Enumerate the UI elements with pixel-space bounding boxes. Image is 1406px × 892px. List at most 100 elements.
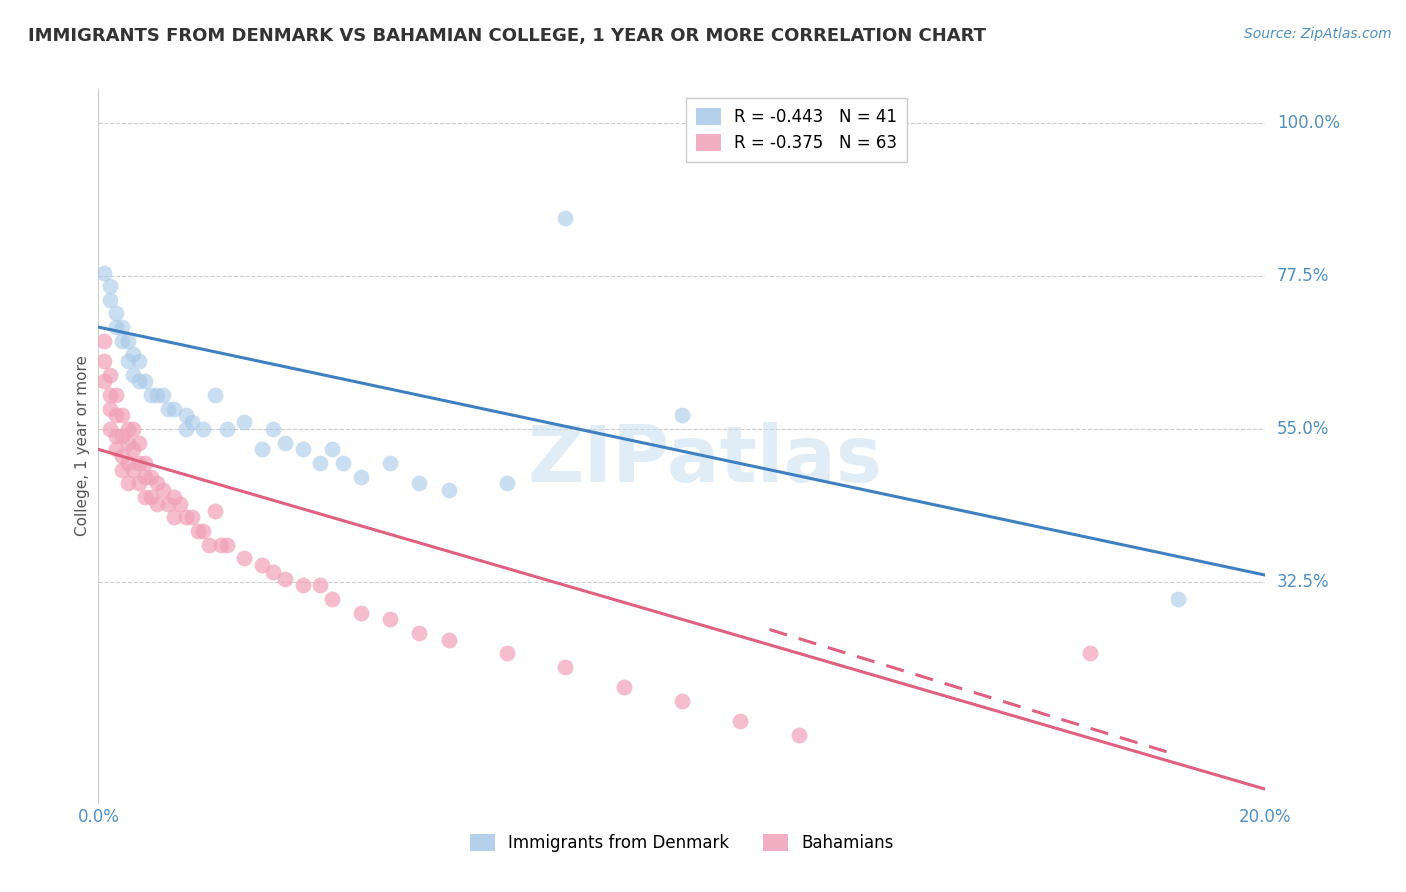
- Point: [291, 442, 314, 457]
- Point: [122, 463, 145, 477]
- Point: [408, 476, 430, 491]
- Point: [157, 497, 180, 511]
- Point: [98, 279, 121, 293]
- Point: [437, 632, 460, 647]
- Point: [111, 463, 134, 477]
- Point: [117, 334, 139, 348]
- Point: [104, 320, 127, 334]
- Point: [128, 354, 150, 368]
- Point: [152, 483, 174, 498]
- Point: [139, 469, 162, 483]
- Point: [204, 503, 226, 517]
- Point: [122, 422, 145, 436]
- Point: [274, 435, 297, 450]
- Point: [163, 401, 186, 416]
- Point: [104, 409, 127, 423]
- Point: [209, 537, 232, 551]
- Point: [180, 415, 202, 429]
- Point: [378, 612, 402, 626]
- Point: [728, 714, 751, 729]
- Point: [98, 293, 121, 307]
- Text: 55.0%: 55.0%: [1277, 420, 1330, 438]
- Text: 77.5%: 77.5%: [1277, 267, 1330, 285]
- Text: IMMIGRANTS FROM DENMARK VS BAHAMIAN COLLEGE, 1 YEAR OR MORE CORRELATION CHART: IMMIGRANTS FROM DENMARK VS BAHAMIAN COLL…: [28, 27, 986, 45]
- Point: [98, 368, 121, 382]
- Text: ZIPatlas: ZIPatlas: [527, 422, 883, 499]
- Point: [274, 572, 297, 586]
- Point: [122, 442, 145, 457]
- Text: 100.0%: 100.0%: [1277, 114, 1340, 132]
- Y-axis label: College, 1 year or more: College, 1 year or more: [75, 356, 90, 536]
- Point: [122, 347, 145, 361]
- Point: [233, 415, 256, 429]
- Point: [1167, 591, 1189, 606]
- Point: [378, 456, 402, 470]
- Point: [134, 469, 156, 483]
- Legend: Immigrants from Denmark, Bahamians: Immigrants from Denmark, Bahamians: [464, 827, 900, 859]
- Point: [321, 442, 343, 457]
- Point: [408, 626, 430, 640]
- Point: [93, 334, 115, 348]
- Point: [128, 456, 150, 470]
- Point: [152, 388, 174, 402]
- Point: [174, 409, 197, 423]
- Point: [215, 537, 238, 551]
- Point: [128, 476, 150, 491]
- Point: [612, 680, 634, 694]
- Point: [163, 490, 186, 504]
- Point: [437, 483, 460, 498]
- Point: [495, 476, 517, 491]
- Point: [163, 510, 186, 524]
- Text: Source: ZipAtlas.com: Source: ZipAtlas.com: [1244, 27, 1392, 41]
- Point: [169, 497, 191, 511]
- Point: [332, 456, 354, 470]
- Point: [174, 510, 197, 524]
- Point: [204, 388, 226, 402]
- Point: [117, 456, 139, 470]
- Point: [262, 565, 284, 579]
- Point: [117, 422, 139, 436]
- Point: [111, 334, 134, 348]
- Point: [157, 401, 180, 416]
- Point: [104, 306, 127, 320]
- Point: [198, 537, 221, 551]
- Point: [554, 660, 576, 674]
- Point: [174, 422, 197, 436]
- Point: [250, 442, 273, 457]
- Point: [187, 524, 209, 538]
- Point: [93, 375, 115, 389]
- Point: [128, 435, 150, 450]
- Point: [1080, 646, 1102, 660]
- Point: [111, 409, 134, 423]
- Point: [117, 435, 139, 450]
- Point: [117, 354, 139, 368]
- Point: [291, 578, 314, 592]
- Point: [111, 449, 134, 463]
- Point: [139, 490, 162, 504]
- Point: [98, 401, 121, 416]
- Point: [134, 375, 156, 389]
- Point: [128, 375, 150, 389]
- Point: [787, 728, 810, 742]
- Text: 32.5%: 32.5%: [1277, 573, 1330, 591]
- Point: [117, 476, 139, 491]
- Point: [104, 442, 127, 457]
- Point: [233, 551, 256, 566]
- Point: [98, 422, 121, 436]
- Point: [554, 211, 576, 226]
- Point: [111, 320, 134, 334]
- Point: [111, 429, 134, 443]
- Point: [321, 591, 343, 606]
- Point: [350, 606, 373, 620]
- Point: [134, 456, 156, 470]
- Point: [104, 388, 127, 402]
- Point: [139, 388, 162, 402]
- Point: [93, 266, 115, 280]
- Point: [104, 429, 127, 443]
- Point: [93, 354, 115, 368]
- Point: [122, 368, 145, 382]
- Point: [180, 510, 202, 524]
- Point: [215, 422, 238, 436]
- Point: [146, 476, 169, 491]
- Point: [146, 497, 169, 511]
